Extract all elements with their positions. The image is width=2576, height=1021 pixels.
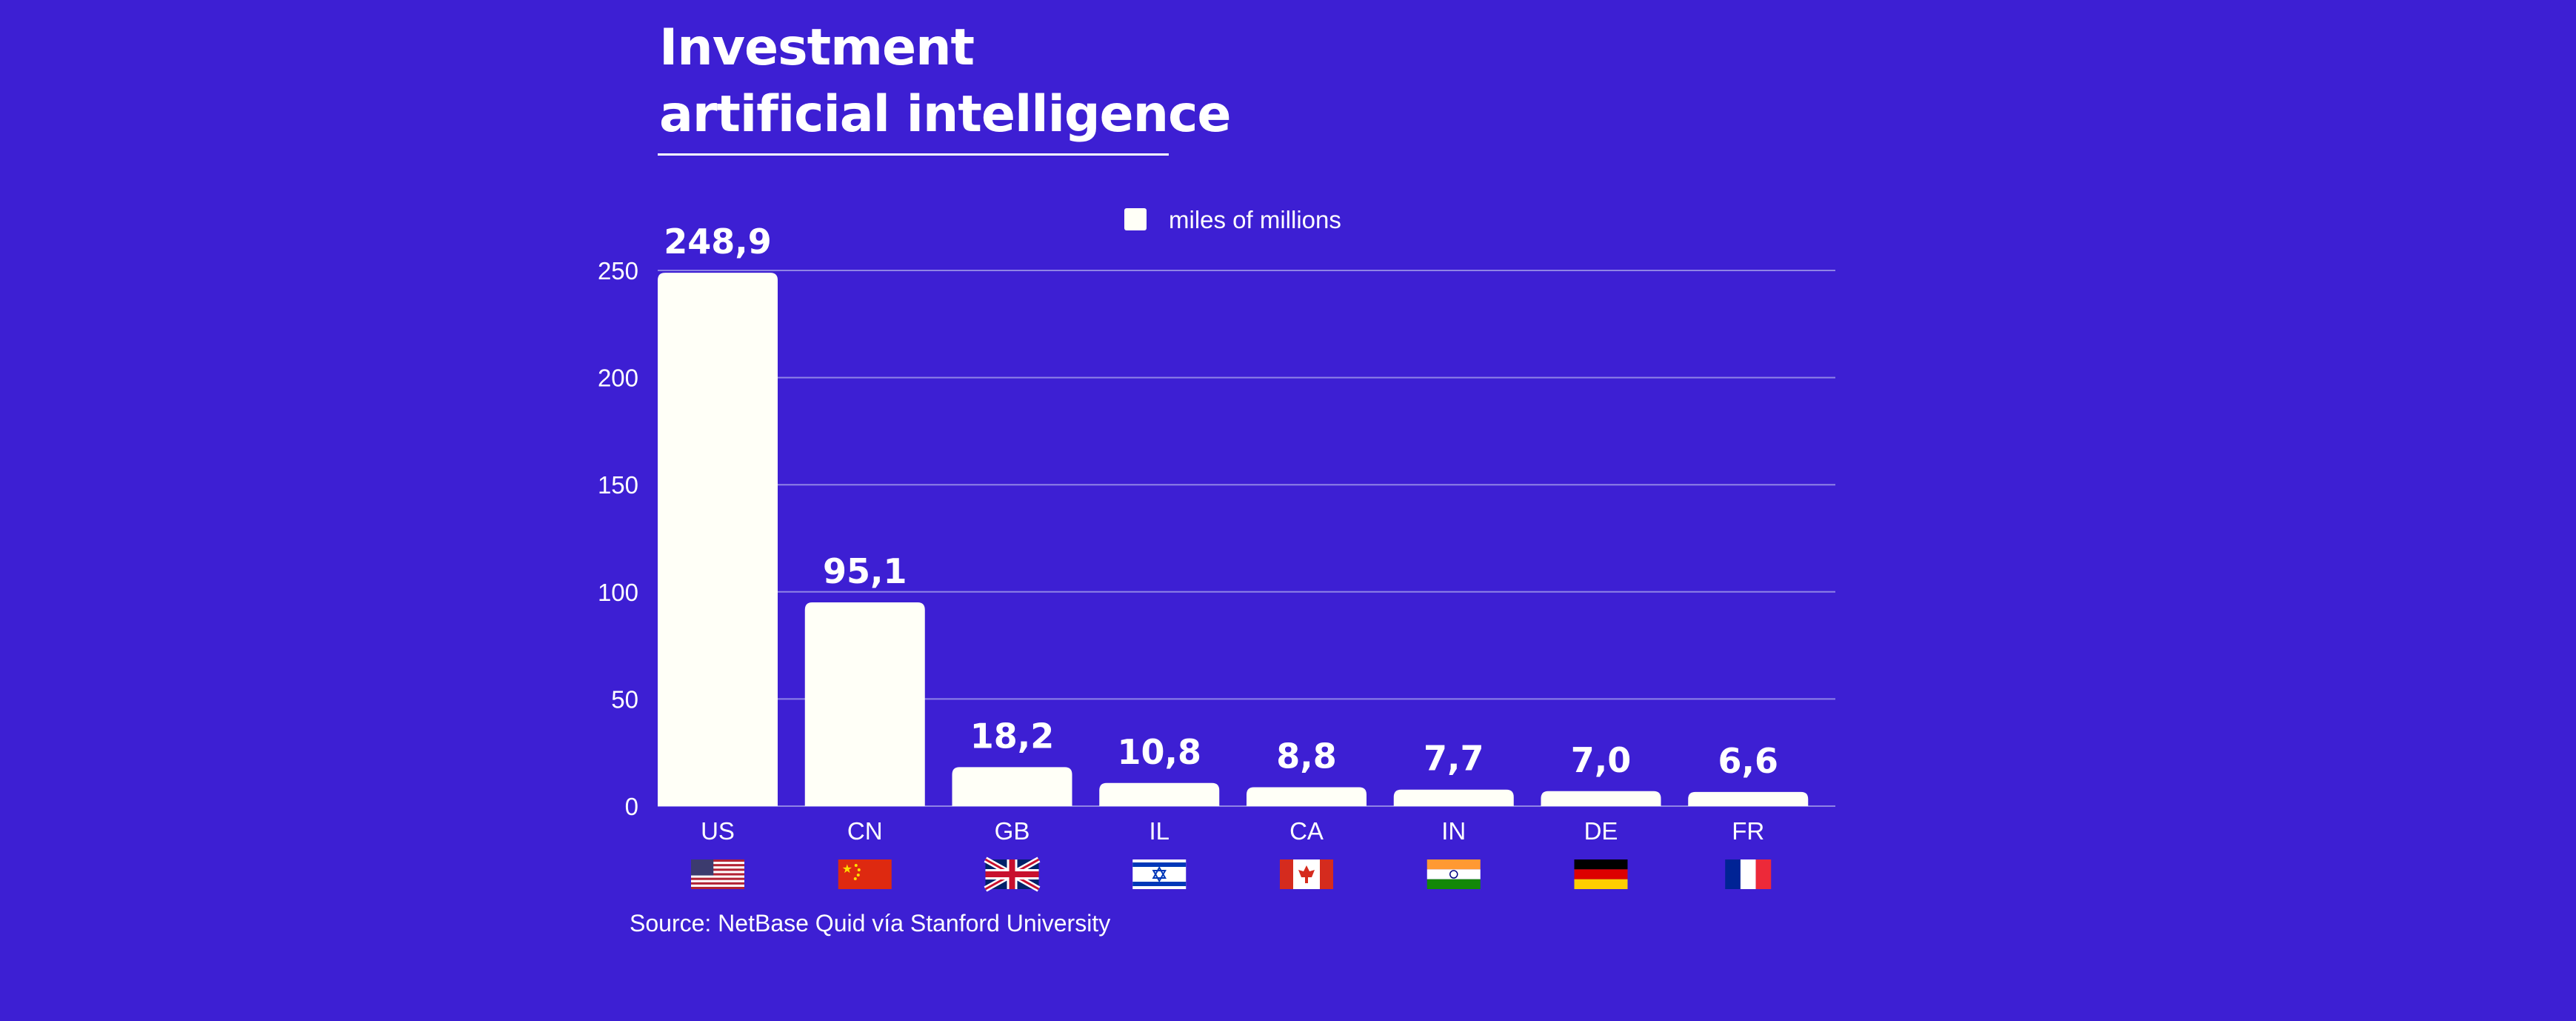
data-label: 248,9 bbox=[664, 222, 772, 262]
x-tick-label: US bbox=[701, 817, 735, 845]
source-note: Source: NetBase Quid vía Stanford Univer… bbox=[630, 910, 1111, 937]
y-tick-label: 200 bbox=[598, 365, 638, 392]
fr-flag-icon bbox=[1725, 859, 1772, 889]
data-label: 95,1 bbox=[823, 551, 907, 591]
title-underline bbox=[658, 153, 1169, 156]
il-flag-icon bbox=[1132, 859, 1187, 889]
chart-title: Investment artificial intelligence bbox=[659, 15, 1232, 148]
ca-flag-icon bbox=[1280, 859, 1333, 889]
x-tick-label: CA bbox=[1289, 817, 1324, 845]
x-tick-label: IN bbox=[1441, 817, 1466, 845]
data-label: 18,2 bbox=[970, 716, 1055, 756]
y-tick-label: 50 bbox=[611, 685, 638, 713]
bar-us bbox=[658, 273, 778, 806]
data-label: 6,6 bbox=[1718, 741, 1779, 781]
bar-ca bbox=[1247, 787, 1367, 806]
gb-flag-icon bbox=[984, 857, 1041, 892]
x-tick-label: DE bbox=[1584, 817, 1618, 845]
x-tick-label: FR bbox=[1732, 817, 1764, 845]
title-line-1: Investment bbox=[659, 19, 975, 77]
bar-fr bbox=[1688, 791, 1809, 806]
bar-gb bbox=[952, 767, 1072, 806]
x-tick-label: CN bbox=[847, 817, 883, 845]
x-tick-label: IL bbox=[1149, 817, 1169, 845]
x-tick-label: GB bbox=[995, 817, 1030, 845]
y-tick-label: 150 bbox=[598, 471, 638, 499]
y-tick-label: 100 bbox=[598, 579, 638, 606]
bar-cn bbox=[804, 602, 925, 806]
bar-in bbox=[1393, 789, 1514, 806]
data-label: 7,0 bbox=[1571, 740, 1632, 780]
data-label: 10,8 bbox=[1118, 732, 1202, 772]
legend-swatch bbox=[1124, 208, 1147, 230]
y-tick-label: 250 bbox=[598, 257, 638, 285]
in-flag-icon bbox=[1427, 859, 1481, 889]
bar-de bbox=[1541, 791, 1661, 806]
svg-text:★: ★ bbox=[842, 863, 852, 876]
y-tick-label: 0 bbox=[625, 793, 638, 820]
data-label: 8,8 bbox=[1276, 736, 1337, 776]
us-flag-icon bbox=[691, 859, 744, 889]
de-flag-icon bbox=[1574, 859, 1628, 889]
legend-label: miles of millions bbox=[1169, 206, 1341, 233]
data-label: 7,7 bbox=[1424, 739, 1484, 779]
title-line-2: artificial intelligence bbox=[659, 85, 1232, 144]
cn-flag-icon: ★ bbox=[838, 859, 892, 889]
bar-il bbox=[1099, 782, 1220, 806]
